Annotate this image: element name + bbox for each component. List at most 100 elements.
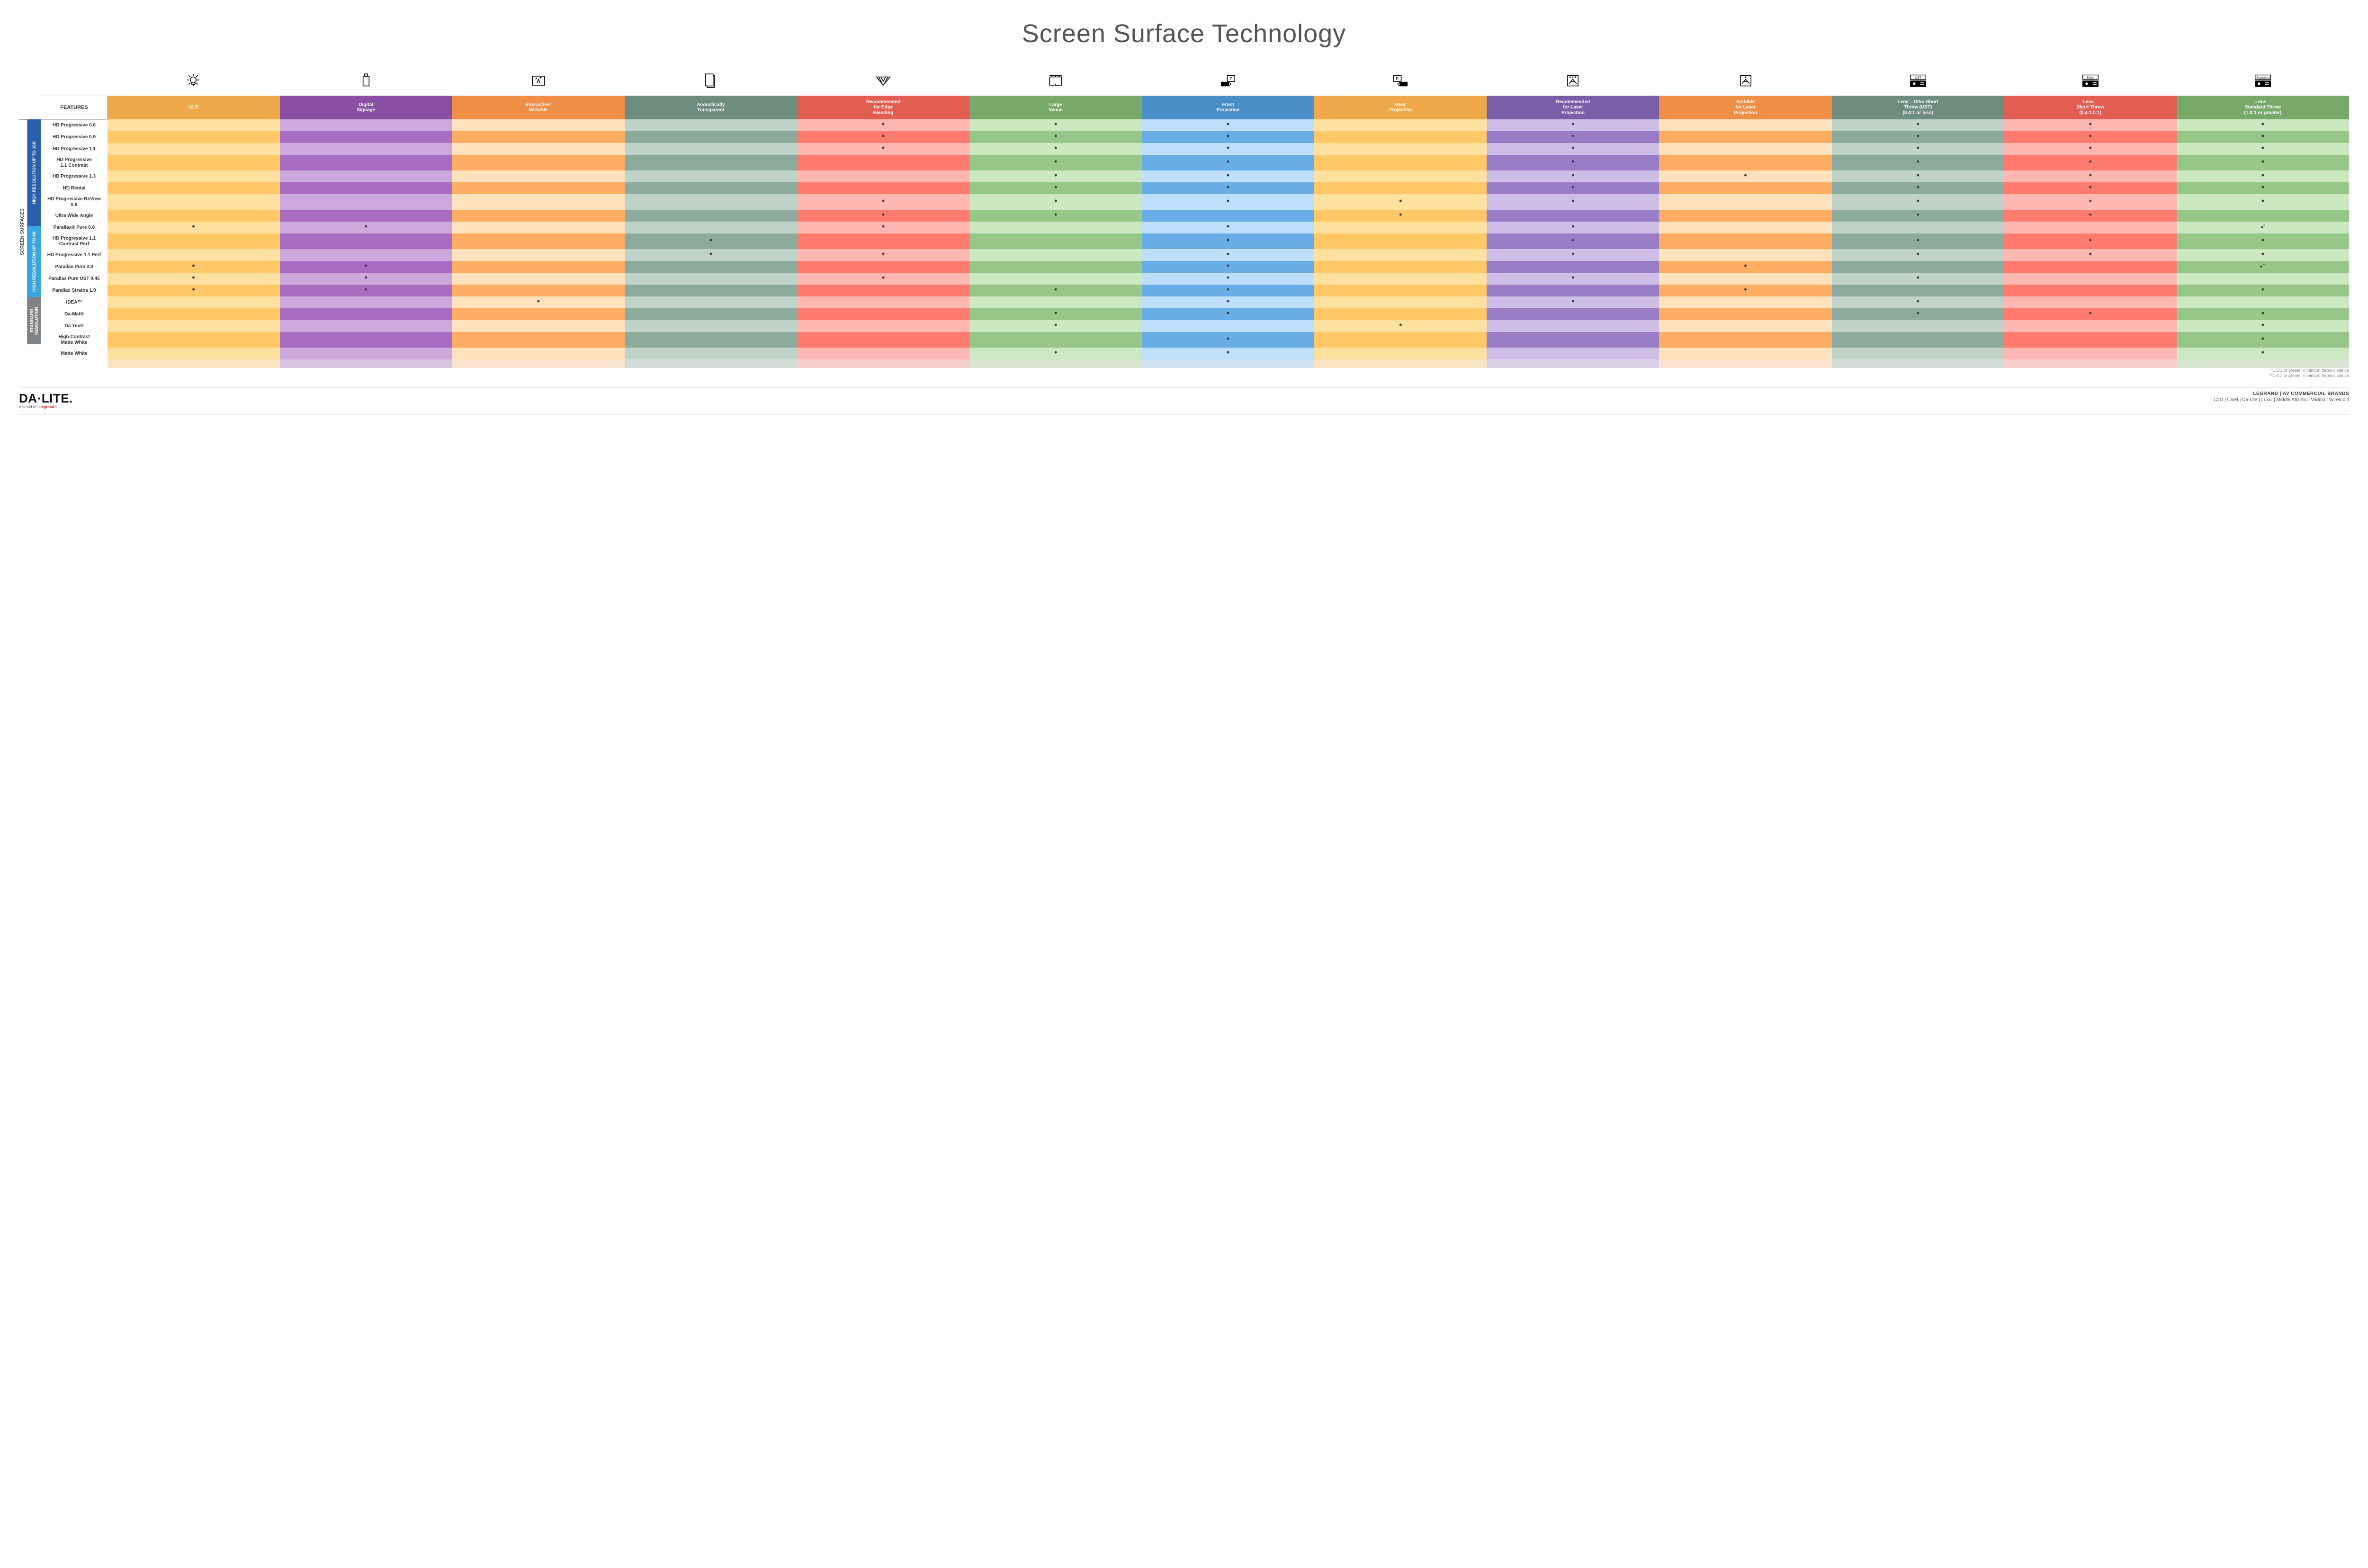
cell-signage bbox=[280, 233, 452, 249]
cell-signage bbox=[280, 332, 452, 348]
cell-ust bbox=[1832, 155, 2004, 170]
cell-acoustic bbox=[625, 320, 797, 332]
cell-rear bbox=[1314, 249, 1487, 261]
cell-edge bbox=[797, 210, 969, 222]
cell-large bbox=[969, 348, 1142, 359]
cell-signage bbox=[280, 143, 452, 155]
cell-acoustic bbox=[625, 143, 797, 155]
cell-writable bbox=[452, 296, 625, 308]
cell-rear bbox=[1314, 210, 1487, 222]
cell-suitlaser bbox=[1659, 143, 1831, 155]
cell-reclaser bbox=[1487, 222, 1659, 233]
cell-writable bbox=[452, 348, 625, 359]
cell-short bbox=[2004, 348, 2177, 359]
column-icon-writable bbox=[452, 63, 625, 96]
cell-alr bbox=[108, 210, 280, 222]
row-label: HD Progressive 1.1Contrast Perf bbox=[41, 233, 108, 249]
cell-ust bbox=[1832, 285, 2004, 296]
cell-front bbox=[1142, 155, 1314, 170]
brand-logo: DA·LITE. A brand of □ legrand® bbox=[19, 391, 73, 409]
column-icon-large bbox=[969, 63, 1142, 96]
column-header-front: FrontProjection bbox=[1142, 96, 1314, 119]
cell-acoustic bbox=[625, 210, 797, 222]
cell-ust bbox=[1832, 320, 2004, 332]
cell-alr bbox=[108, 155, 280, 170]
table-row: HD Progressive 1.1 Perf bbox=[41, 249, 2350, 261]
cell-short bbox=[2004, 119, 2177, 131]
column-icon-rear: R bbox=[1314, 63, 1487, 96]
cell-rear bbox=[1314, 194, 1487, 210]
cell-alr bbox=[108, 182, 280, 194]
table-row: HD Progressive 0.6 bbox=[41, 119, 2350, 131]
cell-edge bbox=[797, 348, 969, 359]
table-row: Parallax Pure 2.3•** bbox=[41, 261, 2350, 273]
cell-reclaser bbox=[1487, 131, 1659, 143]
cell-std bbox=[2177, 233, 2349, 249]
cell-edge bbox=[797, 170, 969, 182]
footer-tint-row bbox=[41, 359, 2350, 368]
outer-side-label: SCREEN SURFACES bbox=[19, 119, 27, 344]
cell-large bbox=[969, 210, 1142, 222]
column-header-acoustic: AcousticallyTransparent bbox=[625, 96, 797, 119]
cell-alr bbox=[108, 348, 280, 359]
cell-std bbox=[2177, 119, 2349, 131]
cell-ust bbox=[1832, 249, 2004, 261]
cell-signage bbox=[280, 222, 452, 233]
cell-ust bbox=[1832, 143, 2004, 155]
cell-alr bbox=[108, 332, 280, 348]
cell-reclaser bbox=[1487, 233, 1659, 249]
cell-suitlaser bbox=[1659, 296, 1831, 308]
cell-acoustic bbox=[625, 233, 797, 249]
cell-signage bbox=[280, 320, 452, 332]
column-icon-acoustic bbox=[625, 63, 797, 96]
cell-suitlaser bbox=[1659, 119, 1831, 131]
cell-large bbox=[969, 249, 1142, 261]
brand-heading: LEGRAND | AV COMMERCIAL BRANDS bbox=[2214, 391, 2349, 396]
cell-front bbox=[1142, 308, 1314, 320]
cell-front bbox=[1142, 348, 1314, 359]
cell-writable bbox=[452, 131, 625, 143]
cell-short bbox=[2004, 222, 2177, 233]
cell-alr bbox=[108, 308, 280, 320]
cell-rear bbox=[1314, 261, 1487, 273]
cell-front bbox=[1142, 143, 1314, 155]
cell-ust bbox=[1832, 131, 2004, 143]
cell-large bbox=[969, 170, 1142, 182]
column-header-rear: RearProjection bbox=[1314, 96, 1487, 119]
row-label: Matte White bbox=[41, 348, 108, 359]
cell-acoustic bbox=[625, 119, 797, 131]
cell-std bbox=[2177, 170, 2349, 182]
row-label: HD Progressive 1.1 Perf bbox=[41, 249, 108, 261]
cell-suitlaser bbox=[1659, 348, 1831, 359]
cell-writable bbox=[452, 119, 625, 131]
cell-writable bbox=[452, 320, 625, 332]
footnotes: *1.5:1 or greater minimum throw distance… bbox=[41, 368, 2349, 378]
cell-acoustic bbox=[625, 296, 797, 308]
row-label: High ContrastMatte White bbox=[41, 332, 108, 348]
cell-alr bbox=[108, 249, 280, 261]
svg-text:Short: Short bbox=[2087, 76, 2094, 80]
cell-large bbox=[969, 273, 1142, 285]
brand-list: LEGRAND | AV COMMERCIAL BRANDS C2G | Chi… bbox=[2214, 391, 2349, 409]
cell-std bbox=[2177, 308, 2349, 320]
cell-reclaser bbox=[1487, 332, 1659, 348]
cell-suitlaser bbox=[1659, 273, 1831, 285]
cell-edge bbox=[797, 308, 969, 320]
cell-rear bbox=[1314, 222, 1487, 233]
cell-writable bbox=[452, 170, 625, 182]
page-footer: DA·LITE. A brand of □ legrand® LEGRAND |… bbox=[19, 387, 2349, 414]
cell-acoustic bbox=[625, 273, 797, 285]
cell-large bbox=[969, 119, 1142, 131]
cell-short bbox=[2004, 273, 2177, 285]
table-row: HD Progressive ReView 0.9 bbox=[41, 194, 2350, 210]
cell-short bbox=[2004, 332, 2177, 348]
cell-edge bbox=[797, 261, 969, 273]
table-row: HD Progressive1.1 Contrast bbox=[41, 155, 2350, 170]
cell-short bbox=[2004, 285, 2177, 296]
cell-front bbox=[1142, 170, 1314, 182]
cell-suitlaser bbox=[1659, 222, 1831, 233]
cell-large bbox=[969, 143, 1142, 155]
cell-front bbox=[1142, 182, 1314, 194]
cell-ust bbox=[1832, 182, 2004, 194]
cell-large bbox=[969, 296, 1142, 308]
